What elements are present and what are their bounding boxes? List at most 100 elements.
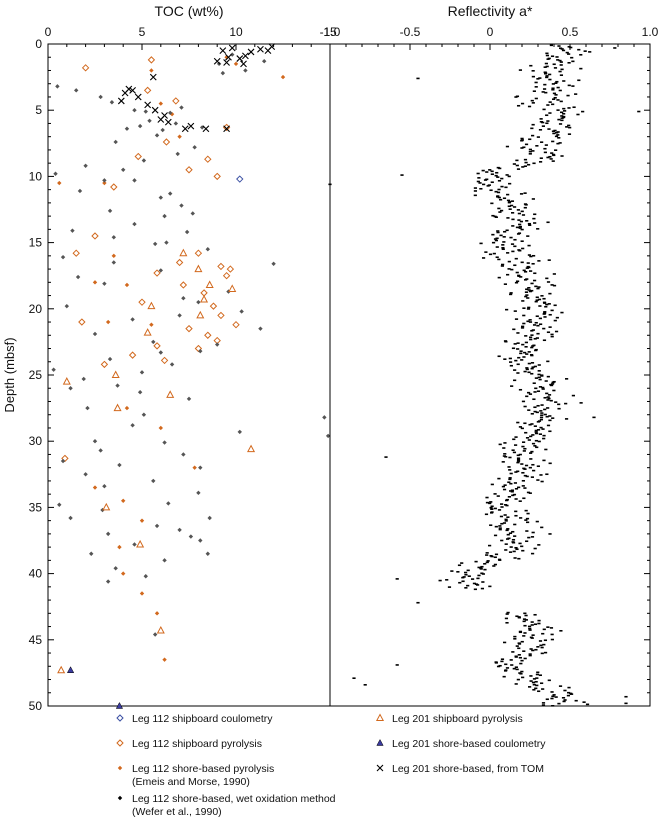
reflectivity-point bbox=[501, 263, 505, 266]
reflectivity-point bbox=[544, 380, 548, 382]
reflectivity-point bbox=[548, 155, 552, 158]
reflectivity-point bbox=[518, 249, 522, 252]
reflectivity-point bbox=[510, 204, 514, 207]
reflectivity-point bbox=[507, 205, 511, 208]
reflectivity-point bbox=[552, 98, 556, 101]
toc-point-series-3 bbox=[158, 350, 163, 355]
reflectivity-point bbox=[507, 481, 511, 484]
reflectivity-point bbox=[493, 507, 497, 510]
toc-point-series-4 bbox=[111, 370, 120, 378]
toc-point-series-2 bbox=[92, 485, 98, 490]
reflectivity-point bbox=[498, 527, 502, 529]
toc-point-series-2 bbox=[121, 498, 126, 503]
legend-label-line2-2: (Emeis and Morse, 1990) bbox=[132, 776, 250, 788]
reflectivity-point bbox=[564, 402, 568, 405]
reflectivity-point bbox=[487, 544, 492, 547]
reflectivity-point bbox=[491, 214, 495, 217]
toc-point-series-3 bbox=[141, 158, 147, 163]
reflectivity-point bbox=[543, 639, 548, 642]
reflectivity-point bbox=[489, 524, 493, 527]
reflectivity-point bbox=[560, 117, 564, 119]
toc-x-tick-label: 0 bbox=[45, 25, 52, 39]
reflectivity-point bbox=[552, 63, 556, 66]
reflectivity-point bbox=[493, 238, 498, 240]
reflectivity-point bbox=[533, 391, 537, 393]
reflectivity-point bbox=[526, 308, 531, 310]
reflectivity-point bbox=[579, 53, 583, 56]
reflectivity-point bbox=[489, 506, 493, 509]
reflectivity-outlier bbox=[592, 416, 596, 419]
y-tick-label: 45 bbox=[29, 633, 43, 647]
toc-point-series-3 bbox=[137, 123, 143, 129]
reflectivity-point bbox=[532, 688, 536, 691]
reflectivity-point bbox=[513, 482, 518, 484]
reflectivity-point bbox=[513, 557, 517, 559]
reflectivity-point bbox=[560, 155, 564, 157]
reflectivity-point bbox=[514, 514, 518, 517]
toc-point-series-3 bbox=[77, 188, 83, 194]
reflectivity-point bbox=[533, 425, 537, 427]
reflectivity-point bbox=[512, 438, 516, 441]
reflectivity-point bbox=[545, 75, 549, 77]
reflectivity-point bbox=[550, 691, 554, 693]
reflectivity-point bbox=[537, 622, 541, 625]
reflectivity-point bbox=[520, 102, 525, 105]
toc-point-series-3 bbox=[98, 94, 103, 100]
toc-point-series-3 bbox=[111, 235, 116, 240]
reflectivity-point bbox=[482, 183, 486, 186]
reflectivity-point bbox=[529, 255, 533, 258]
reflectivity-point bbox=[538, 161, 543, 163]
reflectivity-point bbox=[557, 118, 561, 121]
toc-point-series-3 bbox=[196, 490, 201, 496]
reflectivity-point bbox=[525, 220, 529, 222]
reflectivity-point bbox=[527, 362, 531, 365]
reflectivity-point bbox=[523, 487, 527, 489]
toc-point-series-2 bbox=[280, 74, 286, 80]
reflectivity-point bbox=[538, 317, 542, 320]
toc-point-series-2 bbox=[192, 465, 197, 470]
reflectivity-point bbox=[516, 458, 521, 461]
reflectivity-point bbox=[503, 230, 507, 233]
reflectivity-point bbox=[543, 396, 547, 399]
reflectivity-point bbox=[521, 400, 526, 403]
reflectivity-point bbox=[527, 371, 531, 374]
reflectivity-point bbox=[550, 638, 554, 641]
toc-point-series-1 bbox=[147, 56, 156, 64]
reflectivity-point bbox=[527, 289, 531, 291]
reflectivity-point bbox=[503, 283, 508, 285]
reflectivity-point bbox=[529, 270, 533, 272]
reflectivity-point bbox=[504, 663, 508, 666]
reflectivity-point bbox=[570, 56, 574, 59]
toc-point-series-3 bbox=[207, 515, 212, 521]
reflectivity-point bbox=[520, 659, 524, 662]
reflectivity-point bbox=[492, 252, 496, 255]
reflectivity-point bbox=[499, 515, 504, 518]
reflectivity-point bbox=[531, 649, 535, 652]
reflectivity-point bbox=[530, 536, 535, 538]
reflectivity-point bbox=[490, 170, 494, 173]
reflectivity-point bbox=[528, 466, 532, 469]
toc-point-series-3 bbox=[130, 423, 135, 428]
reflectivity-point bbox=[503, 453, 507, 455]
reflectivity-point bbox=[560, 111, 564, 114]
reflectivity-point bbox=[520, 359, 524, 361]
toc-point-series-3 bbox=[198, 465, 203, 470]
y-tick-label: 20 bbox=[29, 302, 43, 316]
reflectivity-point bbox=[510, 490, 514, 493]
reflectivity-point bbox=[505, 667, 510, 669]
reflectivity-point bbox=[514, 359, 518, 362]
legend-marker-2 bbox=[117, 765, 123, 771]
toc-point-series-6 bbox=[134, 93, 142, 101]
reflectivity-point bbox=[528, 150, 532, 153]
reflectivity-point bbox=[535, 684, 539, 687]
toc-point-series-3 bbox=[102, 281, 107, 286]
reflectivity-point bbox=[495, 256, 499, 259]
reflectivity-point bbox=[530, 637, 534, 639]
reflectivity-point bbox=[528, 654, 532, 657]
toc-point-series-6 bbox=[268, 43, 276, 51]
reflectivity-point bbox=[550, 284, 554, 286]
reflectivity-point bbox=[512, 328, 516, 331]
toc-point-series-6 bbox=[187, 122, 195, 130]
reflectivity-point bbox=[500, 265, 504, 267]
